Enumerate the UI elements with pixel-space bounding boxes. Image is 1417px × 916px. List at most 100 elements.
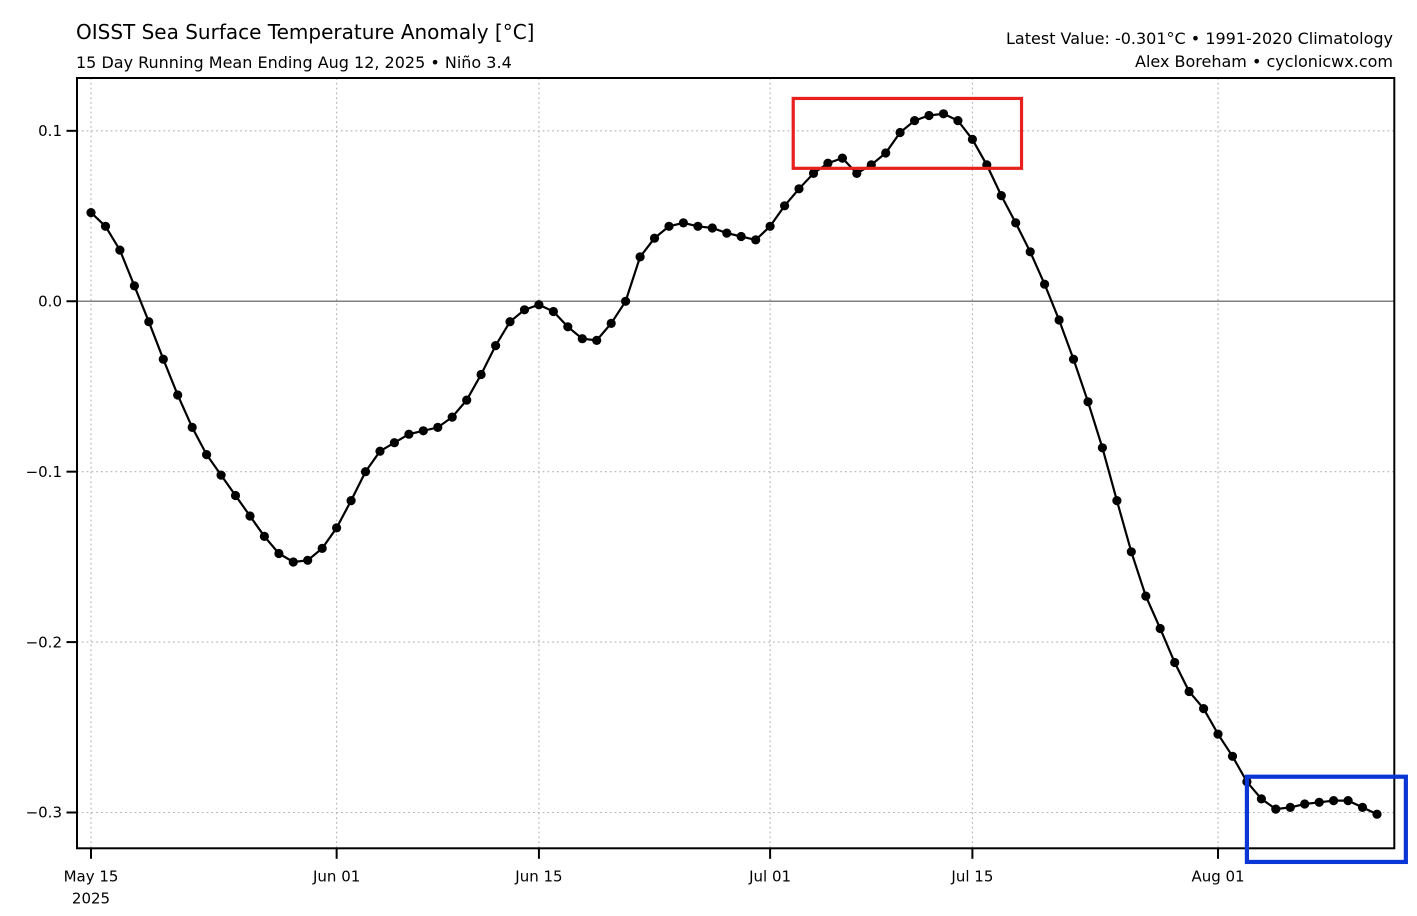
data-point [1357, 802, 1368, 813]
data-point [1170, 657, 1180, 668]
data-point [1112, 496, 1122, 506]
data-point [288, 557, 298, 567]
data-point [1285, 802, 1295, 813]
data-point [404, 429, 414, 439]
data-point [606, 318, 616, 328]
data-point [1097, 443, 1107, 453]
data-point [548, 306, 559, 317]
data-point [722, 228, 732, 238]
data-point [881, 148, 891, 158]
data-point [1155, 623, 1165, 634]
data-point [1343, 796, 1353, 806]
data-point [173, 390, 183, 400]
y-tick-label: 0.1 [38, 122, 62, 140]
data-point [519, 305, 530, 315]
data-point [100, 221, 111, 231]
data-point [592, 335, 602, 345]
data-point [621, 296, 631, 306]
red-highlight-box [791, 96, 1024, 170]
data-point [1199, 704, 1209, 714]
chart-subtitle: 15 Day Running Mean Ending Aug 12, 2025 … [76, 53, 512, 72]
x-tick-label: Aug 01 [1191, 867, 1244, 885]
data-point [245, 511, 255, 521]
data-point [375, 446, 385, 456]
data-point [707, 223, 717, 233]
data-point [447, 412, 457, 422]
data-point [144, 317, 154, 327]
x-tick-label: May 15 [64, 867, 119, 885]
credit-text: Alex Boreham • cyclonicwx.com [1135, 52, 1393, 71]
data-point [1068, 354, 1079, 364]
x-tick-label: Jul 15 [950, 867, 993, 885]
data-point [996, 191, 1006, 201]
data-point [938, 109, 949, 119]
data-point [765, 221, 775, 231]
data-point [563, 322, 573, 332]
data-point [1329, 796, 1339, 806]
data-point [794, 184, 804, 194]
data-point [491, 341, 501, 351]
data-point [852, 168, 862, 178]
data-point [736, 231, 746, 242]
data-point [649, 233, 660, 243]
data-point [577, 334, 587, 344]
data-point [433, 422, 443, 432]
data-point [780, 201, 790, 211]
data-point [389, 438, 399, 448]
data-point [230, 490, 241, 501]
plot-border [76, 77, 1396, 850]
data-point [462, 395, 472, 405]
data-point [751, 235, 761, 245]
data-point [317, 543, 327, 554]
data-point [678, 218, 689, 228]
data-point [953, 116, 963, 126]
data-point [1054, 315, 1064, 325]
data-point [1141, 591, 1151, 601]
x-tick-sublabel: 2025 [72, 889, 110, 907]
y-tick-label: −0.1 [26, 463, 62, 481]
data-point [664, 221, 674, 231]
data-point [1300, 799, 1310, 809]
data-point [1372, 809, 1382, 819]
data-point [808, 168, 819, 178]
chart-title: OISST Sea Surface Temperature Anomaly [°… [76, 20, 535, 44]
data-point [1213, 729, 1223, 739]
blue-highlight-box [1244, 774, 1408, 865]
data-point [1126, 547, 1136, 557]
y-tick-label: 0.0 [38, 292, 62, 310]
data-point [129, 281, 139, 291]
data-point [115, 245, 125, 255]
x-tick-label: Jul 01 [748, 867, 791, 885]
data-point [823, 158, 833, 168]
data-point [303, 555, 313, 565]
data-point [967, 134, 978, 144]
data-point [1025, 247, 1035, 257]
data-point [259, 531, 269, 542]
data-point [86, 208, 96, 218]
data-point [1271, 804, 1281, 814]
data-point [693, 221, 703, 231]
data-point [332, 523, 342, 533]
y-tick-label: −0.2 [26, 633, 62, 651]
data-point [1011, 218, 1021, 228]
data-point [476, 369, 486, 380]
header-right-block: Latest Value: -0.301°C • 1991-2020 Clima… [1006, 27, 1393, 73]
data-point [910, 116, 920, 126]
data-point [635, 252, 645, 262]
data-point [346, 496, 356, 506]
data-point [158, 354, 168, 364]
data-point [360, 467, 371, 477]
data-point [1040, 279, 1050, 289]
data-point [534, 300, 544, 310]
data-point [1314, 797, 1324, 807]
x-tick-label: Jun 15 [514, 867, 562, 885]
data-point [1184, 686, 1194, 697]
data-point [895, 127, 905, 138]
data-point [202, 450, 212, 460]
data-point [1256, 794, 1266, 804]
data-point [505, 317, 515, 327]
data-point [1083, 397, 1093, 407]
data-point [837, 153, 848, 163]
